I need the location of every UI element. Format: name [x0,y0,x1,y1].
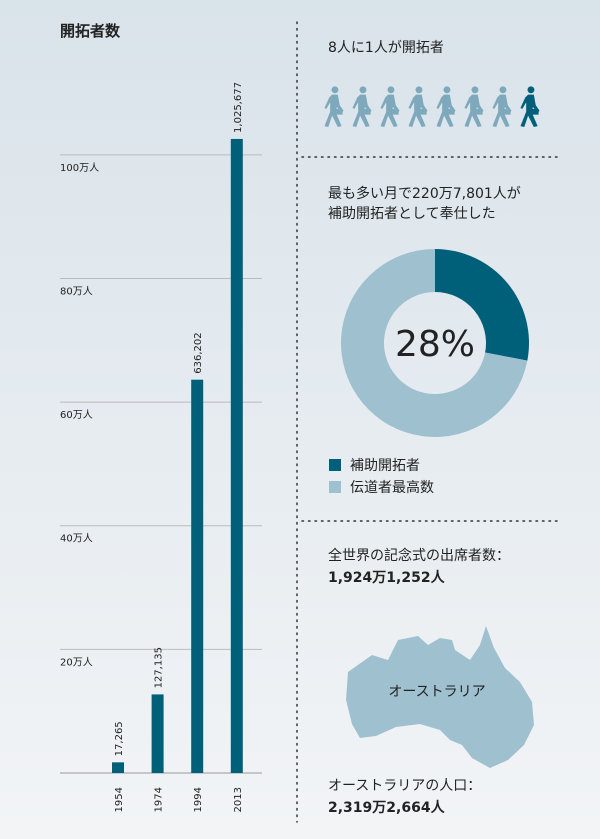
legend-label: 補助開拓者 [350,458,420,474]
x-tick-label: 1974 [154,787,165,812]
x-tick-label: 1954 [114,787,125,812]
center-label: 28% [395,324,475,365]
pie-slice [435,249,529,361]
pioneer-text: 8人に1人が開拓者 [328,40,444,56]
value-label: 17,265 [114,721,125,756]
x-tick-label: 1994 [193,787,204,812]
value-label: 1,025,677 [233,82,244,133]
legend-swatch [329,459,341,471]
bar [112,762,124,773]
australia-value: 2,319万2,664人 [328,799,446,816]
pie-title: 補助開拓者として奉仕した [328,206,496,222]
y-tick-label: 100万人 [60,162,99,174]
bar [230,138,243,773]
australia-label: オーストラリアの人口： [328,778,481,794]
map-label: オーストラリア [388,684,485,700]
legend-swatch [329,481,341,493]
pie-slice [340,249,528,437]
memorial-label: 全世界の記念式の出席者数： [328,547,510,564]
y-tick-label: 40万人 [60,533,93,545]
legend-label: 伝道者最高数 [350,479,434,496]
bar [191,379,204,773]
x-tick-label: 2013 [233,787,244,812]
pie-title: 最も多い月で220万7,801人が [328,185,521,202]
australia-map [346,626,534,768]
y-tick-label: 60万人 [60,409,93,421]
bar [151,694,164,773]
chart-title: 開拓者数 [60,22,121,40]
value-label: 127,135 [154,647,165,688]
memorial-value: 1,924万1,252人 [328,569,446,586]
value-label: 636,202 [193,332,204,373]
y-tick-label: 80万人 [60,285,93,297]
y-tick-label: 20万人 [60,656,93,668]
